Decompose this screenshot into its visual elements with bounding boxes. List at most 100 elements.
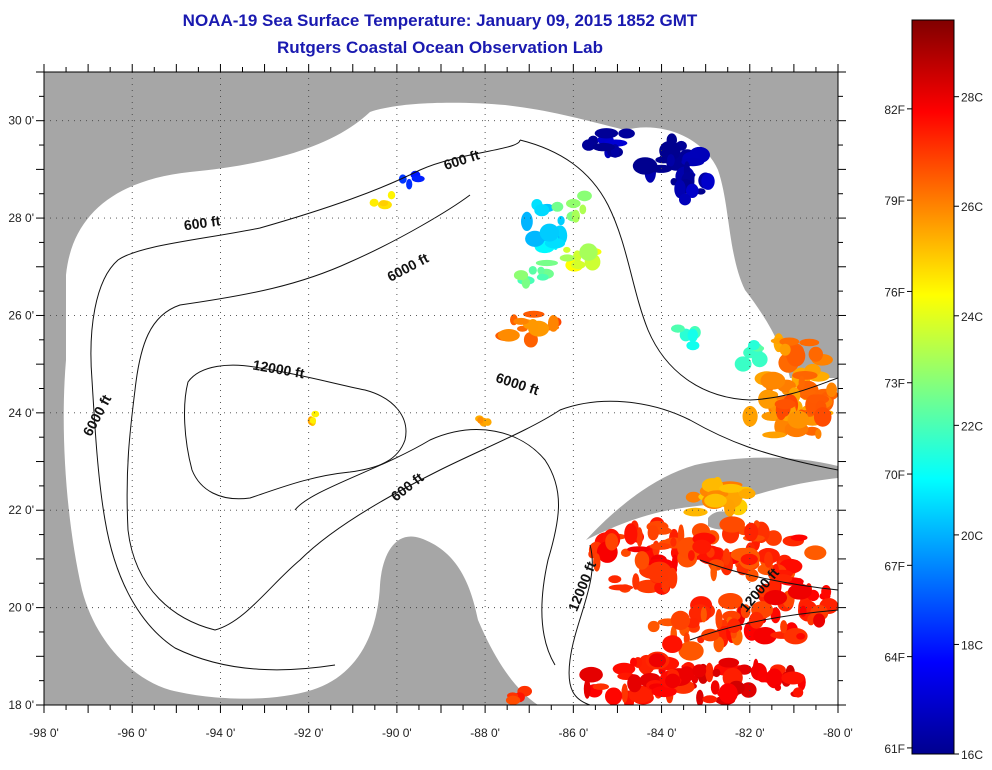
sst-cell-2 bbox=[679, 193, 691, 206]
sst-cell-1 bbox=[667, 154, 675, 167]
sst-cell-23 bbox=[309, 417, 317, 424]
sst-cell-15 bbox=[670, 537, 677, 547]
sst-cell-19 bbox=[651, 686, 677, 698]
sst-cell-16 bbox=[744, 522, 759, 542]
sst-cell-17 bbox=[780, 620, 788, 634]
sst-cell-8 bbox=[579, 204, 587, 215]
sst-cell-4 bbox=[379, 200, 389, 207]
sst-cell-2 bbox=[701, 173, 715, 190]
sst-cell-16 bbox=[688, 550, 695, 561]
sst-cell-10 bbox=[687, 328, 698, 343]
celsius-label: 16C bbox=[961, 748, 983, 762]
sst-cell-17 bbox=[740, 604, 751, 619]
colorbar bbox=[911, 19, 955, 755]
sst-data-layer bbox=[307, 128, 838, 705]
sst-cell-17 bbox=[813, 613, 826, 628]
sst-cell-7 bbox=[537, 266, 545, 274]
sst-cell-7 bbox=[535, 259, 559, 267]
sst-cell-20 bbox=[712, 668, 721, 678]
sst-cell-12 bbox=[779, 343, 791, 356]
sst-cell-14 bbox=[738, 488, 756, 499]
sst-cell-20 bbox=[718, 657, 740, 668]
sst-cell-18 bbox=[727, 618, 741, 633]
sst-cell-15 bbox=[636, 527, 643, 547]
sst-cell-4 bbox=[387, 191, 396, 200]
sst-cell-7 bbox=[521, 277, 531, 289]
sst-cell-12 bbox=[792, 371, 818, 380]
fahrenheit-label: 64F bbox=[884, 651, 905, 665]
sst-cell-12 bbox=[826, 382, 837, 398]
sst-cell-17 bbox=[796, 633, 806, 640]
longitude-label: -90 0' bbox=[382, 726, 412, 740]
sst-cell-19 bbox=[621, 683, 628, 703]
longitude-label: -98 0' bbox=[29, 726, 59, 740]
sst-cell-13 bbox=[758, 389, 777, 409]
sst-cell-15 bbox=[667, 567, 678, 589]
sst-cell-17 bbox=[821, 585, 832, 599]
celsius-label: 22C bbox=[961, 419, 983, 433]
axis-ticks bbox=[36, 64, 846, 713]
sst-cell-6 bbox=[579, 243, 598, 261]
sst-cell-12 bbox=[808, 346, 823, 362]
sst-cell-14 bbox=[701, 478, 724, 493]
sst-cell-13 bbox=[787, 410, 809, 429]
sst-cell-6 bbox=[563, 246, 571, 253]
sst-cell-15 bbox=[620, 548, 631, 557]
sst-cell-22 bbox=[483, 418, 492, 426]
sst-cell-9 bbox=[523, 310, 545, 318]
sst-cell-21 bbox=[505, 695, 521, 705]
sst-cell-15 bbox=[647, 525, 659, 541]
sst-cell-12 bbox=[779, 337, 800, 346]
sst-cell-15 bbox=[608, 584, 634, 591]
sst-cell-9 bbox=[527, 319, 539, 332]
sst-cell-9 bbox=[548, 315, 559, 332]
sst-cell-13 bbox=[813, 407, 832, 427]
sst-cell-14 bbox=[719, 483, 743, 493]
sst-cell-17 bbox=[783, 628, 808, 645]
sst-cell-9 bbox=[497, 329, 520, 342]
axis-tick-labels: -98 0' -96 0' -94 0' -92 0' -90 0' -88 0' -86 … bbox=[8, 114, 852, 740]
sst-cell-15 bbox=[634, 551, 650, 570]
sst-cell-19 bbox=[592, 683, 609, 690]
contour-12000ft-cayman bbox=[699, 559, 838, 591]
sst-cell-20 bbox=[696, 689, 704, 705]
sst-cell-0 bbox=[618, 128, 635, 139]
sst-cell-19 bbox=[583, 679, 591, 699]
sst-cell-19 bbox=[630, 657, 637, 667]
sst-cell-5 bbox=[534, 204, 550, 217]
sst-cell-5 bbox=[521, 211, 533, 231]
latitude-label: 28 0' bbox=[8, 211, 34, 225]
latitude-label: 30 0' bbox=[8, 114, 34, 128]
sst-cell-20 bbox=[705, 662, 714, 683]
longitude-label: -94 0' bbox=[206, 726, 236, 740]
sst-cell-20 bbox=[702, 695, 718, 704]
sst-cell-17 bbox=[718, 593, 743, 610]
sst-cell-17 bbox=[753, 627, 777, 645]
sst-cell-20 bbox=[679, 666, 695, 682]
sst-cell-15 bbox=[632, 573, 640, 590]
contour-6000ft bbox=[126, 194, 838, 631]
sst-cell-17 bbox=[787, 583, 812, 600]
sst-cell-23 bbox=[311, 410, 320, 418]
sst-cell-20 bbox=[766, 668, 783, 689]
sst-cell-18 bbox=[670, 610, 691, 631]
sst-cell-11 bbox=[748, 340, 760, 351]
contour-600ft-florida-shelf bbox=[519, 139, 838, 401]
sst-cell-14 bbox=[683, 507, 708, 517]
longitude-label: -84 0' bbox=[647, 726, 677, 740]
celsius-label: 18C bbox=[961, 638, 983, 652]
sst-cell-16 bbox=[790, 534, 808, 541]
sst-cell-18 bbox=[662, 635, 683, 653]
sst-cell-6 bbox=[571, 260, 586, 270]
sst-cell-15 bbox=[646, 561, 672, 583]
sst-cell-19 bbox=[605, 687, 623, 705]
sst-cell-0 bbox=[592, 142, 615, 152]
sst-cell-13 bbox=[742, 405, 758, 427]
sst-cell-1 bbox=[632, 157, 658, 175]
sst-cell-14 bbox=[704, 493, 727, 508]
sst-cell-15 bbox=[593, 553, 601, 572]
sst-cell-11 bbox=[734, 356, 752, 372]
sst-cell-8 bbox=[577, 190, 592, 202]
sst-cell-7 bbox=[513, 270, 529, 281]
sst-cell-5 bbox=[539, 223, 560, 242]
